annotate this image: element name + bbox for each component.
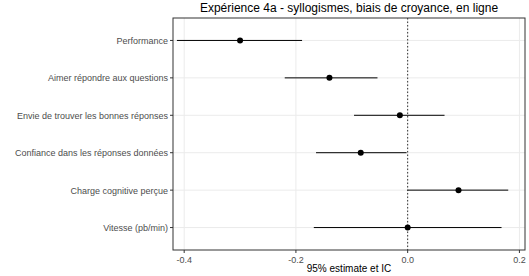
point	[237, 37, 243, 43]
category-label: Confiance dans les réponses données	[15, 148, 169, 158]
point	[456, 187, 462, 193]
grid-line	[295, 18, 296, 250]
title: Expérience 4a - syllogismes, biais de cr…	[200, 1, 498, 15]
category-label: Vitesse (pb/min)	[103, 223, 168, 233]
tick-label: 0.0	[401, 255, 414, 265]
grid-line	[184, 18, 185, 250]
grid-line	[173, 227, 525, 228]
tick-label: -0.2	[288, 255, 304, 265]
chart: -0.4 -0.2 0.0 0.2 Performance Aimer répondre …	[0, 0, 529, 276]
grid-line	[407, 18, 408, 250]
grid-line	[173, 190, 525, 191]
grid-line	[519, 18, 520, 250]
point	[397, 112, 403, 118]
category-label: Performance	[116, 36, 168, 46]
point	[358, 150, 364, 156]
category-label: Charge cognitive perçue	[70, 186, 168, 196]
point	[405, 225, 411, 231]
reference-line	[407, 18, 408, 250]
category-label: Aimer répondre aux questions	[48, 73, 169, 83]
marks	[177, 18, 508, 250]
plot-frame	[173, 18, 525, 250]
category-label: Envie de trouver les bonnes réponses	[17, 111, 169, 121]
point	[326, 75, 332, 81]
grid-line	[173, 77, 525, 78]
grid-line	[173, 115, 525, 116]
plot-background	[173, 18, 525, 250]
grid-line	[173, 40, 525, 41]
x-axis-label: 95% estimate et IC	[307, 263, 391, 274]
grid-line	[173, 152, 525, 153]
tick-label: -0.4	[176, 255, 192, 265]
tick-label: 0.2	[513, 255, 526, 265]
